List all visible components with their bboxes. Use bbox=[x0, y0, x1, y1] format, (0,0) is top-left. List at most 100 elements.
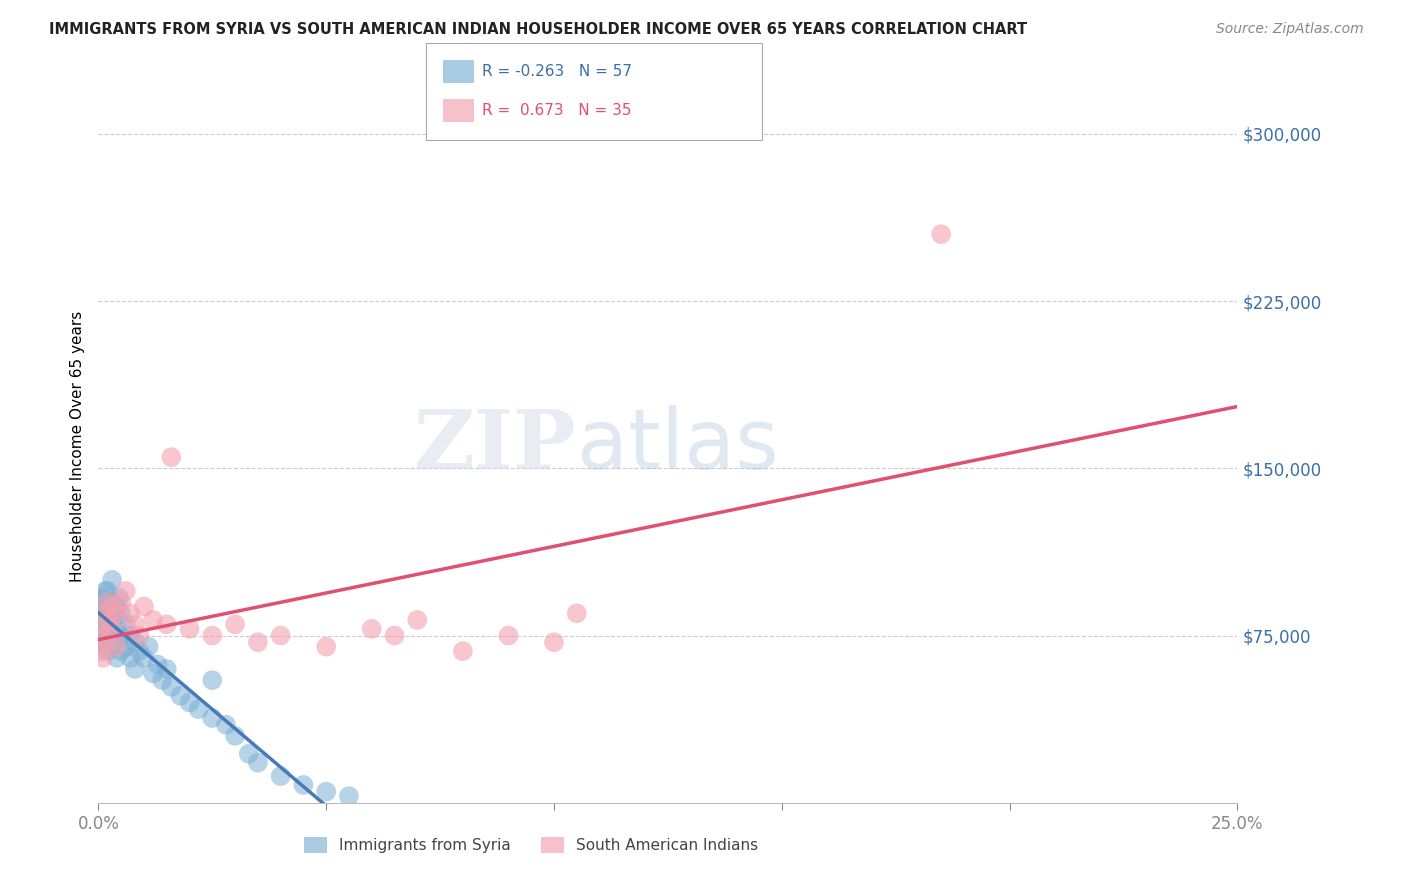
Point bbox=[360, 622, 382, 636]
Text: R = -0.263   N = 57: R = -0.263 N = 57 bbox=[482, 64, 633, 78]
Point bbox=[187, 702, 209, 716]
Point bbox=[124, 635, 146, 649]
Point bbox=[101, 622, 124, 636]
Point bbox=[90, 644, 112, 658]
Text: IMMIGRANTS FROM SYRIA VS SOUTH AMERICAN INDIAN HOUSEHOLDER INCOME OVER 65 YEARS : IMMIGRANTS FROM SYRIA VS SOUTH AMERICAN … bbox=[49, 22, 1028, 37]
Point bbox=[160, 450, 183, 464]
Point bbox=[90, 607, 112, 621]
Point bbox=[337, 789, 360, 804]
Point bbox=[120, 651, 142, 665]
Point bbox=[132, 599, 155, 614]
Point bbox=[543, 635, 565, 649]
Point bbox=[91, 651, 114, 665]
Point bbox=[96, 640, 118, 654]
Point bbox=[128, 644, 150, 658]
Point bbox=[120, 607, 142, 621]
Text: R =  0.673   N = 35: R = 0.673 N = 35 bbox=[482, 103, 631, 118]
Point bbox=[224, 729, 246, 743]
Point bbox=[101, 599, 124, 614]
Point bbox=[110, 628, 132, 642]
Point bbox=[124, 662, 146, 676]
Point bbox=[108, 591, 131, 605]
Text: atlas: atlas bbox=[576, 406, 779, 486]
Point bbox=[156, 617, 179, 632]
Text: ZIP: ZIP bbox=[415, 406, 576, 486]
Point bbox=[201, 628, 224, 642]
Point bbox=[96, 595, 118, 609]
Point bbox=[105, 651, 128, 665]
Point bbox=[91, 599, 114, 614]
Point bbox=[451, 644, 474, 658]
Point bbox=[103, 607, 125, 621]
Point bbox=[142, 666, 165, 681]
Point bbox=[101, 613, 124, 627]
Point bbox=[94, 583, 117, 598]
Point bbox=[91, 617, 114, 632]
Point bbox=[91, 591, 114, 605]
Point bbox=[98, 599, 121, 614]
Point bbox=[101, 573, 124, 587]
Point bbox=[128, 628, 150, 642]
Point bbox=[90, 595, 112, 609]
Point bbox=[110, 607, 132, 621]
Point bbox=[138, 640, 160, 654]
Y-axis label: Householder Income Over 65 years: Householder Income Over 65 years bbox=[69, 310, 84, 582]
Point bbox=[91, 622, 114, 636]
Point bbox=[142, 613, 165, 627]
Legend: Immigrants from Syria, South American Indians: Immigrants from Syria, South American In… bbox=[298, 831, 765, 859]
Point bbox=[201, 673, 224, 687]
Point bbox=[114, 640, 136, 654]
Point bbox=[110, 644, 132, 658]
Point bbox=[384, 628, 406, 642]
Point bbox=[96, 583, 118, 598]
Point bbox=[91, 617, 114, 632]
Point bbox=[201, 711, 224, 725]
Point bbox=[150, 673, 173, 687]
Point bbox=[96, 607, 118, 621]
Point bbox=[270, 769, 292, 783]
Point bbox=[292, 778, 315, 792]
Point bbox=[270, 628, 292, 642]
Point bbox=[169, 689, 191, 703]
Point bbox=[315, 785, 337, 799]
Point bbox=[156, 662, 179, 676]
Point bbox=[215, 717, 238, 731]
Point bbox=[105, 607, 128, 621]
Point bbox=[94, 604, 117, 618]
Point bbox=[105, 640, 128, 654]
Point bbox=[94, 635, 117, 649]
Point bbox=[101, 595, 124, 609]
Point bbox=[224, 617, 246, 632]
Point bbox=[94, 607, 117, 621]
Point bbox=[101, 635, 124, 649]
Point bbox=[179, 696, 201, 710]
Point bbox=[90, 613, 112, 627]
Point bbox=[120, 628, 142, 642]
Point bbox=[565, 607, 588, 621]
Point bbox=[246, 756, 269, 770]
Point bbox=[91, 628, 114, 642]
Point bbox=[114, 617, 136, 632]
Point bbox=[246, 635, 269, 649]
Point bbox=[132, 651, 155, 665]
Point bbox=[498, 628, 520, 642]
Point bbox=[110, 595, 132, 609]
Point bbox=[179, 622, 201, 636]
Point bbox=[406, 613, 429, 627]
Point bbox=[124, 617, 146, 632]
Point bbox=[114, 583, 136, 598]
Point bbox=[91, 628, 114, 642]
Point bbox=[929, 227, 952, 241]
Point bbox=[105, 622, 128, 636]
Point bbox=[96, 595, 118, 609]
Point bbox=[146, 657, 169, 672]
Point bbox=[238, 747, 260, 761]
Point bbox=[98, 613, 121, 627]
Text: Source: ZipAtlas.com: Source: ZipAtlas.com bbox=[1216, 22, 1364, 37]
Point bbox=[105, 599, 128, 614]
Point bbox=[98, 628, 121, 642]
Point bbox=[96, 635, 118, 649]
Point bbox=[96, 644, 118, 658]
Point bbox=[160, 680, 183, 694]
Point bbox=[315, 640, 337, 654]
